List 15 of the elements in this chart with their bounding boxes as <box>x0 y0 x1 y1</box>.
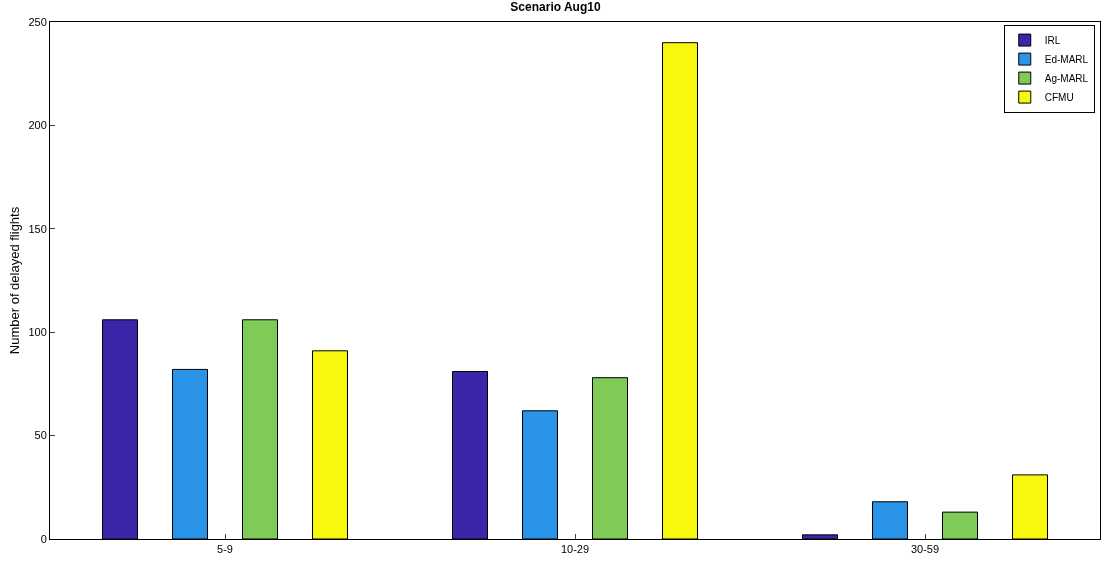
y-tick-label: 150 <box>28 222 47 235</box>
y-axis-title: Number of delayed flights <box>7 206 23 355</box>
x-tick-label: 5-9 <box>217 543 233 556</box>
legend-label: IRL <box>1044 34 1061 46</box>
y-tick-label: 100 <box>28 326 47 339</box>
y-tick-label: 250 <box>28 15 47 28</box>
x-tick-label: 30-59 <box>910 543 940 556</box>
legend-label: Ed-MARL <box>1044 53 1089 65</box>
x-tick-label: 10-29 <box>560 543 590 556</box>
y-tick-label: 200 <box>28 119 47 132</box>
chart-title: Scenario Aug10 <box>510 0 601 15</box>
legend-label: Ag-MARL <box>1044 72 1089 84</box>
legend-label: CFMU <box>1044 91 1074 103</box>
y-tick-label: 0 <box>40 532 47 545</box>
y-tick-label: 50 <box>34 429 47 442</box>
